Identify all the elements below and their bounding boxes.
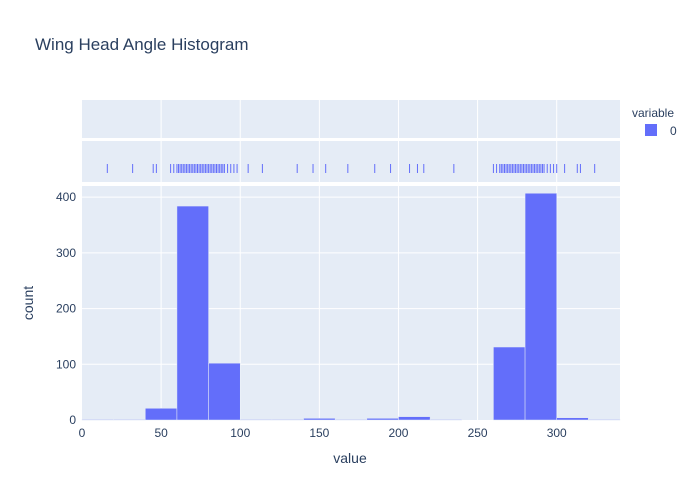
chart-title: Wing Head Angle Histogram — [35, 35, 249, 54]
histogram-bar[interactable] — [271, 419, 304, 421]
y-tick-label: 0 — [69, 413, 76, 427]
y-axis-title: count — [20, 286, 36, 320]
x-tick-label: 200 — [388, 426, 408, 440]
y-tick-label: 400 — [56, 190, 76, 204]
histogram-bar[interactable] — [493, 346, 526, 421]
x-tick-label: 150 — [309, 426, 329, 440]
histogram-bar[interactable] — [588, 419, 621, 421]
legend-swatch[interactable] — [645, 124, 657, 136]
x-tick-label: 300 — [547, 426, 567, 440]
rug-panel — [82, 141, 620, 182]
histogram-bars — [81, 192, 621, 421]
histogram-bar[interactable] — [113, 419, 146, 421]
histogram-bar[interactable] — [176, 205, 209, 421]
histogram-bar[interactable] — [303, 418, 336, 421]
histogram-bar[interactable] — [429, 419, 463, 421]
legend-title: variable — [632, 106, 674, 120]
legend-entry-label[interactable]: 0 — [670, 124, 677, 138]
y-tick-label: 100 — [56, 357, 76, 371]
x-axis-title: value — [333, 450, 367, 466]
x-tick-label: 250 — [468, 426, 488, 440]
x-tick-label: 50 — [154, 426, 168, 440]
histogram-bar[interactable] — [334, 419, 368, 421]
marginal-top-panel — [82, 100, 620, 138]
histogram-bar[interactable] — [81, 419, 114, 421]
histogram-bar[interactable] — [145, 408, 178, 421]
histogram-bar[interactable] — [556, 417, 589, 421]
legend[interactable]: variable 0 — [632, 106, 677, 138]
y-tick-label: 200 — [56, 302, 76, 316]
histogram-bar[interactable] — [208, 362, 241, 421]
rug-marks — [106, 164, 596, 173]
x-axis-ticks: 0 50 100 150 200 250 300 — [79, 426, 567, 440]
x-tick-label: 0 — [79, 426, 86, 440]
histogram-bar[interactable] — [524, 192, 557, 421]
y-tick-label: 300 — [56, 246, 76, 260]
histogram-bar[interactable] — [239, 419, 273, 421]
histogram-bar[interactable] — [366, 418, 399, 421]
histogram-bar[interactable] — [398, 416, 431, 421]
y-axis-ticks: 0 100 200 300 400 — [56, 190, 76, 427]
x-tick-label: 100 — [230, 426, 250, 440]
